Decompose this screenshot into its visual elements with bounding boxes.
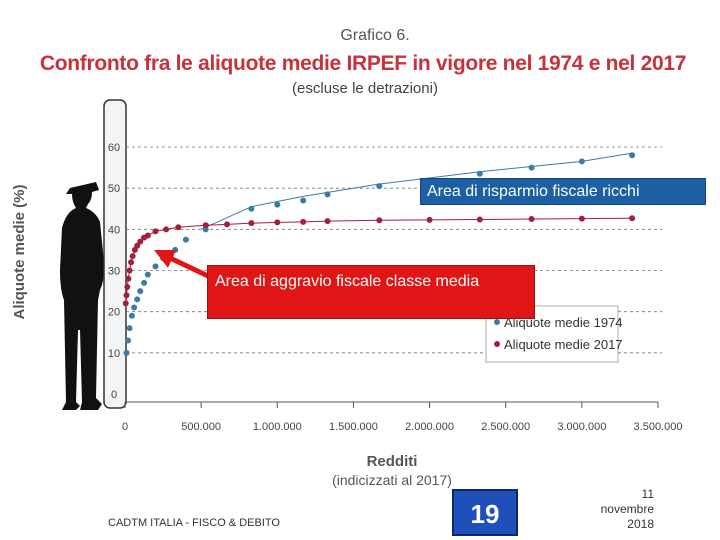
point-2017	[202, 222, 209, 229]
x-axis-title: Redditi	[367, 453, 418, 470]
point-1974	[141, 279, 148, 286]
point-1974	[476, 170, 483, 177]
x-tick-label: 1.000.000	[253, 421, 302, 433]
point-1974	[376, 183, 383, 190]
point-1974	[578, 158, 585, 165]
x-tick-label: 3.500.000	[634, 421, 683, 433]
point-2017	[324, 218, 331, 225]
point-1974	[182, 236, 189, 243]
page-number-box: 19	[452, 489, 518, 536]
y-tick-label: 0	[111, 389, 117, 401]
point-1974	[248, 205, 255, 212]
page-number: 19	[470, 499, 500, 529]
point-2017	[528, 216, 535, 223]
point-2017	[629, 215, 636, 222]
x-tick-label: 0	[122, 421, 128, 433]
callout-burden-middle-class: Area di aggravio fiscale classe media	[207, 265, 535, 319]
point-2017	[175, 224, 182, 231]
point-1974	[134, 296, 141, 303]
point-2017	[426, 216, 433, 223]
y-tick-label: 60	[108, 142, 120, 154]
point-1974	[128, 312, 135, 319]
y-tick-label: 20	[108, 307, 120, 319]
point-2017	[300, 218, 307, 225]
legend-label-2017: Aliquote medie 2017	[504, 337, 623, 352]
point-2017	[129, 253, 136, 260]
point-2017	[134, 242, 141, 249]
point-1974	[324, 191, 331, 198]
point-1974	[152, 263, 159, 270]
data-points	[122, 152, 636, 356]
x-tick-label: 500.000	[181, 421, 221, 433]
y-axis-band	[103, 99, 127, 409]
point-1974	[125, 337, 132, 344]
point-1974	[528, 164, 535, 171]
chart-subtitle: (escluse le detrazioni)	[292, 80, 438, 97]
y-tick-label: 40	[108, 224, 120, 236]
soldier-silhouette-icon	[60, 182, 105, 410]
chart-overline: Grafico 6.	[340, 27, 410, 44]
y-axis-title: Aliquote medie (%)	[11, 184, 28, 319]
point-2017	[163, 226, 170, 233]
x-tick-label: 3.000.000	[557, 421, 606, 433]
x-axis-subtitle: (indicizzati al 2017)	[332, 472, 452, 488]
point-1974	[131, 304, 138, 311]
point-2017	[248, 220, 255, 227]
point-2017	[376, 217, 383, 224]
point-2017	[126, 267, 133, 274]
date-day: 11	[641, 487, 654, 501]
point-1974	[123, 349, 130, 356]
date-month: novembre	[600, 502, 654, 516]
point-1974	[137, 288, 144, 295]
point-2017	[274, 219, 281, 226]
point-1974	[300, 197, 307, 204]
x-tick-label: 1.500.000	[329, 421, 378, 433]
point-2017	[578, 215, 585, 222]
x-tick-label: 2.000.000	[405, 421, 454, 433]
point-2017	[122, 300, 129, 307]
point-2017	[152, 228, 159, 235]
legend-swatch-2017	[494, 341, 500, 347]
point-1974	[126, 325, 133, 332]
red-arrow-icon	[154, 250, 210, 279]
footer-text: CADTM ITALIA - FISCO & DEBITO	[108, 517, 280, 529]
point-1974	[274, 201, 281, 208]
callout-savings-rich: Area di risparmio fiscale ricchi	[420, 178, 706, 205]
date: 11 novembre 2018	[586, 487, 654, 532]
point-1974	[202, 226, 209, 233]
point-2017	[224, 221, 231, 228]
x-tick-label: 2.500.000	[481, 421, 530, 433]
point-2017	[128, 259, 135, 266]
x-axis: 0 500.000 1.000.000 1.500.000 2.000.000 2.500…	[122, 401, 683, 433]
point-2017	[476, 216, 483, 223]
y-tick-label: 10	[108, 348, 120, 360]
point-2017	[123, 292, 130, 299]
point-1974	[629, 152, 636, 159]
point-2017	[144, 232, 151, 239]
y-tick-label: 30	[108, 266, 120, 278]
y-tick-label: 50	[108, 183, 120, 195]
chart-title: Confronto fra le aliquote medie IRPEF in…	[39, 52, 687, 75]
y-axis-ticks: 0 10 20 30 40 50 60	[108, 142, 120, 401]
point-2017	[124, 283, 131, 290]
point-2017	[137, 238, 144, 245]
legend-swatch-1974	[494, 319, 500, 325]
point-1974	[144, 271, 151, 278]
date-year: 2018	[627, 517, 654, 531]
point-2017	[125, 275, 132, 282]
